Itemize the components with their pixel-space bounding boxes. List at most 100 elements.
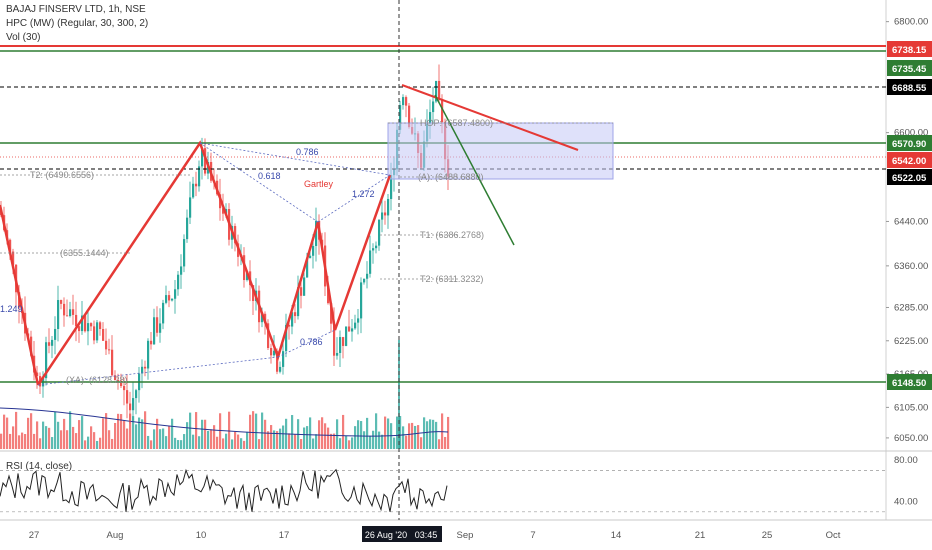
- rsi-pane: 80.00 40.00: [0, 455, 918, 513]
- candle-body: [114, 375, 117, 381]
- candle-body: [378, 219, 381, 246]
- candle-body: [192, 183, 195, 198]
- candle-body: [75, 314, 78, 327]
- volume-bar: [216, 436, 219, 449]
- candle-body: [9, 239, 12, 252]
- candle-body: [288, 324, 291, 327]
- candle-body: [276, 350, 279, 372]
- candle-body: [57, 300, 60, 329]
- time-tick-label: 14: [611, 530, 622, 541]
- volume-bar: [165, 436, 168, 449]
- volume-bar: [138, 417, 141, 449]
- candle-body: [261, 313, 264, 323]
- gartley-pattern-line: [36, 140, 392, 386]
- candle-body: [51, 339, 54, 346]
- volume-bar: [387, 418, 390, 449]
- candle-body: [180, 266, 183, 275]
- volume-bar: [225, 433, 228, 449]
- candle-body: [186, 217, 189, 240]
- cursor-time-badge: [410, 526, 442, 542]
- volume-bar: [243, 440, 246, 449]
- candle-body: [282, 351, 285, 367]
- candle-body: [195, 183, 198, 187]
- volume-bar: [270, 425, 273, 449]
- volume-bar: [63, 418, 66, 449]
- volume-bar: [111, 438, 114, 449]
- price-tag-label: 6522.05: [892, 173, 927, 184]
- price-tag-badge: [887, 169, 932, 185]
- price-tag-badge: [887, 374, 932, 390]
- volume-bar: [48, 427, 51, 449]
- candle-body: [402, 97, 405, 106]
- candle-body: [369, 250, 372, 274]
- candle-body: [354, 322, 357, 329]
- candle-body: [360, 282, 363, 319]
- annotation-label: HOP: (6587.4800): [420, 118, 493, 128]
- volume-bar: [438, 439, 441, 449]
- candle-body: [405, 97, 408, 106]
- price-tag-label: 6688.55: [892, 83, 927, 94]
- volume-bar: [282, 425, 285, 449]
- volume-bar: [381, 434, 384, 449]
- candle-body: [345, 326, 348, 346]
- volume-bar: [369, 435, 372, 449]
- volume-bar: [192, 434, 195, 449]
- candle-body: [435, 80, 438, 102]
- volume-bar: [156, 418, 159, 449]
- volume-bar: [324, 423, 327, 449]
- candle-body: [168, 295, 171, 301]
- volume-bar: [339, 438, 342, 449]
- candle-body: [72, 309, 75, 315]
- price-tick-label: 6800.00: [894, 17, 928, 28]
- time-tick-label: 21: [695, 530, 706, 541]
- volume-bar: [432, 419, 435, 449]
- volume-bar: [393, 437, 396, 449]
- volume-bar: [27, 417, 30, 449]
- time-tick-label: Sep: [457, 530, 474, 541]
- candle-body: [348, 326, 351, 332]
- volume-bar: [264, 419, 267, 449]
- volume-bar: [132, 416, 135, 449]
- candle-body: [372, 248, 375, 251]
- price-axis: 6800.00 6600.00 6440.00 6360.00 6285.00 6225.…: [886, 17, 932, 444]
- candle-body: [108, 349, 111, 351]
- volume-bar: [54, 411, 57, 449]
- candle-body: [120, 380, 123, 387]
- volume-bar: [357, 420, 360, 449]
- price-tick-label: 6600.00: [894, 128, 928, 139]
- volume-bar: [114, 422, 117, 449]
- volume-bar: [126, 428, 129, 449]
- candle-body: [165, 295, 168, 303]
- volume-bar: [402, 426, 405, 449]
- annotation-label: T1: (6386.2768): [420, 230, 484, 240]
- candle-body: [105, 340, 108, 350]
- candle-body: [270, 347, 273, 356]
- candle-body: [60, 300, 63, 304]
- volume-bar: [177, 440, 180, 449]
- volume-bar: [171, 418, 174, 449]
- candle-body: [312, 245, 315, 256]
- candle-body: [174, 289, 177, 299]
- candle-body: [78, 326, 81, 332]
- ratio-dotted-line: [37, 356, 279, 386]
- volume-bar: [306, 426, 309, 449]
- volume-bar: [237, 434, 240, 449]
- volume-bar: [228, 411, 231, 449]
- volume-bar: [168, 425, 171, 449]
- candle-body: [12, 251, 15, 265]
- cursor-date-badge: [362, 526, 410, 542]
- volume-bar: [153, 429, 156, 449]
- pattern-leg-left: [0, 204, 40, 386]
- candle-body: [171, 298, 174, 301]
- candle-body: [429, 112, 432, 124]
- ratio-label: 1.272: [352, 189, 375, 199]
- volume-bar: [81, 416, 84, 449]
- price-tag-badge: [887, 41, 932, 57]
- volume-bar: [147, 435, 150, 449]
- candle-body: [387, 198, 390, 216]
- volume-bar: [51, 437, 54, 449]
- candle-body: [432, 101, 435, 113]
- volume-bars: [0, 340, 450, 449]
- volume-bar: [288, 433, 291, 449]
